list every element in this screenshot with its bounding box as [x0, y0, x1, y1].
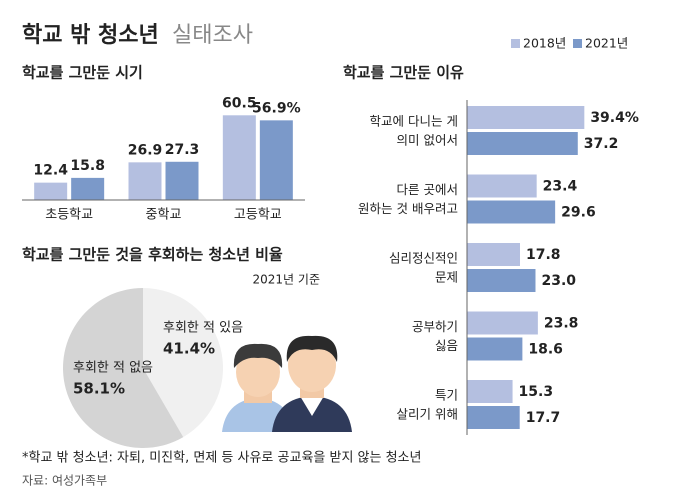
value-label: 29.6: [561, 205, 596, 221]
legend-swatch: [573, 39, 582, 48]
legend-label: 2018년: [523, 36, 566, 51]
bar: [467, 243, 521, 266]
bar: [34, 182, 68, 200]
bar: [467, 311, 538, 335]
value-label: 26.9: [128, 142, 163, 158]
y-tick-label: 학교에 다니는 게 의미 없어서: [370, 113, 458, 147]
bar: [259, 120, 293, 200]
value-label: 37.2: [584, 136, 619, 152]
value-label: 18.6: [528, 342, 563, 358]
bar: [71, 177, 105, 200]
x-tick-label: 고등학교: [234, 208, 282, 223]
bar: [222, 115, 256, 200]
value-label: 15.3: [519, 384, 554, 400]
slice-value: 58.1%: [73, 380, 125, 398]
page-subtitle: 실태조사: [172, 23, 253, 48]
value-label: 12.4: [33, 163, 68, 179]
value-label: 60.5: [222, 95, 257, 111]
slice-value: 41.4%: [163, 340, 215, 358]
slice-label: 후회한 적 없음: [73, 361, 153, 376]
chart-title: 학교를 그만둔 시기: [22, 64, 143, 82]
bar: [467, 174, 537, 198]
slice-label: 후회한 적 있음: [163, 321, 243, 336]
value-label: 23.8: [544, 316, 579, 332]
value-label: 17.7: [526, 410, 561, 426]
chart-title: 학교를 그만둔 것을 후회하는 청소년 비율: [22, 246, 283, 264]
x-tick-label: 초등학교: [45, 208, 93, 223]
bar: [165, 161, 199, 200]
value-label: 27.3: [165, 142, 200, 158]
bar: [467, 200, 556, 224]
chart-title: 학교를 그만둔 이유: [343, 64, 464, 82]
value-label: 23.4: [543, 179, 578, 195]
y-tick-label: 심리정신적인 문제: [389, 250, 458, 284]
legend-label: 2021년: [585, 36, 628, 51]
value-label: 15.8: [70, 158, 105, 174]
bar: [467, 337, 523, 361]
value-label: 56.9%: [252, 100, 301, 116]
bar: [467, 132, 578, 155]
bar: [467, 380, 513, 403]
y-tick-label: 다른 곳에서 원하는 것 배우려고: [358, 182, 458, 216]
x-tick-label: 중학교: [146, 208, 182, 223]
illustration: [222, 335, 352, 432]
chart-subtitle: 2021년 기준: [253, 273, 320, 287]
pie-slice: [143, 288, 223, 438]
bar: [467, 106, 585, 129]
bar: [467, 406, 520, 429]
page-title: 학교 밖 청소년: [22, 23, 159, 48]
y-tick-label: 공부하기 싫음: [412, 319, 458, 353]
y-tick-label: 특기 살리기 위해: [397, 387, 458, 421]
pie-slice: [62, 288, 184, 449]
footnote: *학교 밖 청소년: 자퇴, 미진학, 면제 등 사유로 공교육을 받지 않는 …: [22, 451, 421, 466]
bar: [128, 162, 162, 200]
source: 자료: 여성가족부: [22, 474, 107, 488]
bar: [467, 269, 536, 292]
legend-swatch: [511, 39, 520, 48]
value-label: 17.8: [526, 247, 561, 263]
value-label: 23.0: [541, 273, 576, 289]
value-label: 39.4%: [590, 110, 639, 126]
